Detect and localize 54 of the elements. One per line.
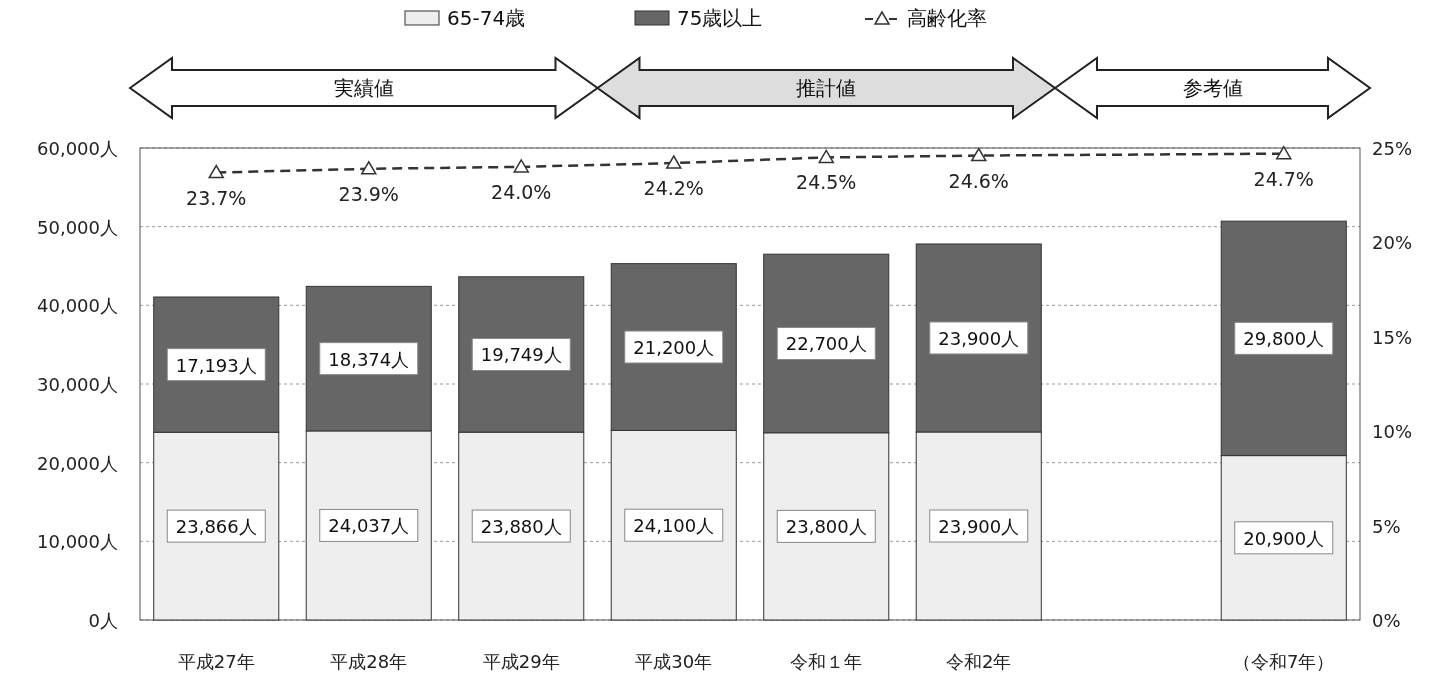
y-tick-label: 10,000人 [37,531,118,553]
y2-tick-label: 25% [1372,138,1413,159]
x-tick-label: 令和１年 [790,651,863,672]
y2-tick-label: 20% [1372,232,1413,254]
data-label: 23.9% [338,182,399,205]
point [666,155,682,169]
x-tick-label: 平成28年 [330,651,408,672]
data-label: 23,866人 [175,516,257,538]
point [208,164,224,179]
y-tick-label: 20,000人 [37,452,118,474]
x-tick-label: 平成27年 [177,651,255,672]
point [818,149,834,164]
text: 実績値 [333,76,394,100]
y2-tick-label: 5% [1372,515,1401,537]
x-tick-label: 平成29年 [482,651,560,672]
data-label: 24.5% [796,171,857,194]
data-label: 23,880人 [480,516,562,538]
x-tick-label: 令和2年 [946,651,1012,672]
data-label: 24,037人 [328,515,410,537]
point [971,147,987,162]
y2-tick-label: 10% [1372,421,1413,443]
data-label: 24.0% [491,180,552,203]
text: 推計値 [796,76,857,100]
y-tick-label: 0人 [88,610,118,631]
y-tick-label: 50,000人 [37,216,118,238]
data-label: 24.7% [1253,167,1314,190]
y-tick-label: 60,000人 [37,138,118,159]
x-tick-label: 平成30年 [635,651,713,672]
data-label: 23,800人 [785,516,867,538]
y2-tick-label: 15% [1372,326,1413,348]
point [361,161,377,175]
text: 参考値 [1182,76,1243,100]
data-label: 24.6% [948,169,1009,192]
data-label: 21,200人 [633,337,715,359]
legend-label: 65-74歳 [447,6,526,30]
point [1276,145,1292,160]
data-label: 29,800人 [1243,328,1325,350]
data-label: 23.7% [186,186,247,209]
point [513,159,529,173]
legend-label: 75歳以上 [677,6,763,30]
legend-label: 高齢化率 [907,6,987,30]
data-label: 23,900人 [938,515,1020,537]
x-tick-label: （令和7年） [1233,651,1335,672]
y2-tick-label: 0% [1372,610,1401,631]
data-label: 24,100人 [633,515,715,537]
data-label: 22,700人 [785,333,867,355]
data-label: 17,193人 [175,354,257,376]
data-label: 18,374人 [328,348,410,370]
y-tick-label: 40,000人 [37,295,118,317]
data-label: 23,900人 [938,327,1020,349]
y-tick-label: 30,000人 [37,374,118,395]
data-label: 24.2% [643,177,704,200]
data-label: 19,749人 [480,344,562,366]
data-label: 20,900人 [1243,527,1325,549]
